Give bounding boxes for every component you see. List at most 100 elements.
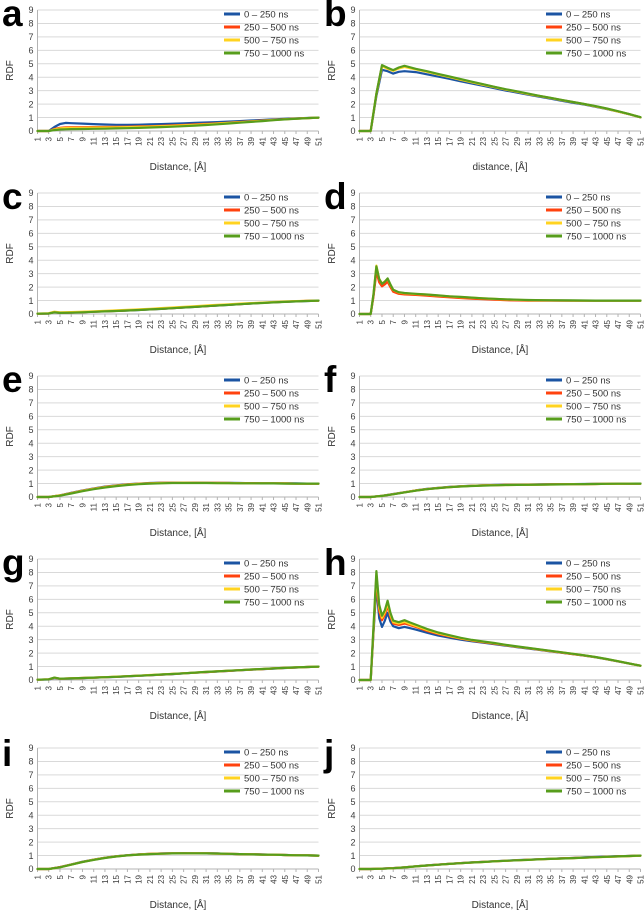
x-tick-label: 31 xyxy=(202,685,211,694)
y-tick-label: 3 xyxy=(350,635,355,645)
x-tick-label: 13 xyxy=(101,685,110,694)
x-tick-label: 33 xyxy=(535,136,544,145)
x-tick-label: 35 xyxy=(225,874,234,883)
x-tick-label: 19 xyxy=(457,685,466,694)
y-axis-title: RDF xyxy=(327,243,338,264)
panel-b: 0 1 2 3 4 5 6 7 8 9 1 3 5 7 9 11 13 15 17 19 21 23 25 27 29 31 33 3… xyxy=(322,0,644,183)
y-tick-label: 5 xyxy=(350,242,355,252)
y-tick-label: 1 xyxy=(28,479,33,489)
legend-label: 750 – 1000 ns xyxy=(244,232,304,243)
legend-label: 0 – 250 ns xyxy=(566,559,611,570)
x-tick-label: 43 xyxy=(592,502,601,511)
x-tick-label: 9 xyxy=(78,502,87,507)
y-tick-label: 3 xyxy=(28,269,33,279)
x-tick-label: 29 xyxy=(191,319,200,328)
x-tick-label: 21 xyxy=(468,874,477,883)
x-tick-label: 7 xyxy=(389,502,398,507)
y-tick-label: 2 xyxy=(350,99,355,109)
legend-label: 0 – 250 ns xyxy=(566,376,611,387)
x-tick-label: 1 xyxy=(34,685,43,690)
y-tick-label: 0 xyxy=(350,675,355,685)
legend-label: 250 – 500 ns xyxy=(566,761,621,772)
x-tick-label: 9 xyxy=(400,685,409,690)
y-tick-label: 8 xyxy=(28,202,33,212)
x-tick-label: 15 xyxy=(112,502,121,511)
x-tick-label: 11 xyxy=(90,685,99,694)
x-tick-label: 15 xyxy=(434,319,443,328)
x-tick-label: 21 xyxy=(468,502,477,511)
y-tick-label: 1 xyxy=(350,113,355,123)
y-tick-label: 4 xyxy=(350,621,355,631)
x-tick-label: 31 xyxy=(524,136,533,145)
x-tick-label: 11 xyxy=(90,874,99,883)
x-tick-label: 7 xyxy=(67,502,76,507)
y-tick-label: 2 xyxy=(28,648,33,658)
y-tick-label: 3 xyxy=(28,824,33,834)
x-tick-label: 23 xyxy=(157,874,166,883)
x-tick-label: 45 xyxy=(603,874,612,883)
x-tick-label: 21 xyxy=(468,685,477,694)
x-tick-label: 11 xyxy=(90,319,99,328)
y-tick-label: 7 xyxy=(350,215,355,225)
x-tick-label: 51 xyxy=(315,685,323,694)
x-tick-label: 15 xyxy=(434,502,443,511)
y-tick-label: 5 xyxy=(28,608,33,618)
x-tick-label: 41 xyxy=(258,685,267,694)
x-tick-label: 31 xyxy=(202,502,211,511)
x-tick-label: 21 xyxy=(146,319,155,328)
x-tick-label: 5 xyxy=(56,136,65,141)
x-tick-label: 27 xyxy=(180,136,189,145)
x-tick-label: 15 xyxy=(112,136,121,145)
x-tick-label: 1 xyxy=(34,502,43,507)
x-tick-label: 31 xyxy=(524,874,533,883)
x-tick-label: 13 xyxy=(423,685,432,694)
legend-label: 0 – 250 ns xyxy=(244,376,289,387)
y-tick-label: 4 xyxy=(350,438,355,448)
x-tick-label: 15 xyxy=(434,685,443,694)
y-axis-title: RDF xyxy=(327,609,338,630)
x-tick-label: 37 xyxy=(558,874,567,883)
x-tick-label: 23 xyxy=(157,685,166,694)
x-tick-label: 41 xyxy=(258,874,267,883)
x-tick-label: 25 xyxy=(168,136,177,145)
y-tick-label: 6 xyxy=(28,595,33,605)
x-tick-label: 9 xyxy=(400,874,409,879)
x-tick-label: 25 xyxy=(490,502,499,511)
series-line xyxy=(358,570,642,682)
panel-letter-f: f xyxy=(324,359,337,400)
series-line xyxy=(358,482,642,499)
x-tick-label: 39 xyxy=(569,874,578,883)
y-tick-label: 5 xyxy=(28,797,33,807)
x-tick-label: 51 xyxy=(637,685,644,694)
x-tick-label: 43 xyxy=(270,319,279,328)
x-tick-label: 7 xyxy=(389,685,398,690)
x-tick-label: 39 xyxy=(569,319,578,328)
panel-letter-a: a xyxy=(2,0,23,34)
y-axis-title: RDF xyxy=(5,426,16,447)
panel-e: 0 1 2 3 4 5 6 7 8 9 1 3 5 7 9 11 13 15 17 19 21 23 25 27 29 31 33 3… xyxy=(0,359,322,549)
x-tick-label: 41 xyxy=(258,502,267,511)
x-tick-label: 27 xyxy=(502,136,511,145)
x-tick-label: 47 xyxy=(292,136,301,145)
x-tick-label: 11 xyxy=(412,136,421,145)
x-tick-label: 41 xyxy=(258,319,267,328)
x-tick-label: 17 xyxy=(123,136,132,145)
y-tick-label: 6 xyxy=(350,595,355,605)
x-tick-label: 1 xyxy=(34,319,43,324)
x-tick-label: 31 xyxy=(524,685,533,694)
y-tick-label: 0 xyxy=(28,309,33,319)
x-tick-label: 51 xyxy=(315,874,323,883)
x-tick-label: 49 xyxy=(625,502,634,511)
y-tick-label: 6 xyxy=(350,229,355,239)
x-tick-label: 29 xyxy=(513,502,522,511)
x-tick-label: 39 xyxy=(569,136,578,145)
x-tick-label: 29 xyxy=(191,874,200,883)
y-tick-label: 0 xyxy=(28,675,33,685)
y-tick-label: 3 xyxy=(28,86,33,96)
legend-label: 250 – 500 ns xyxy=(244,761,299,772)
panel-c: 0 1 2 3 4 5 6 7 8 9 1 3 5 7 9 11 13 15 17 19 21 23 25 27 29 31 33 3… xyxy=(0,176,322,366)
y-tick-label: 9 xyxy=(350,371,355,381)
x-tick-label: 37 xyxy=(236,874,245,883)
y-tick-label: 8 xyxy=(350,757,355,767)
